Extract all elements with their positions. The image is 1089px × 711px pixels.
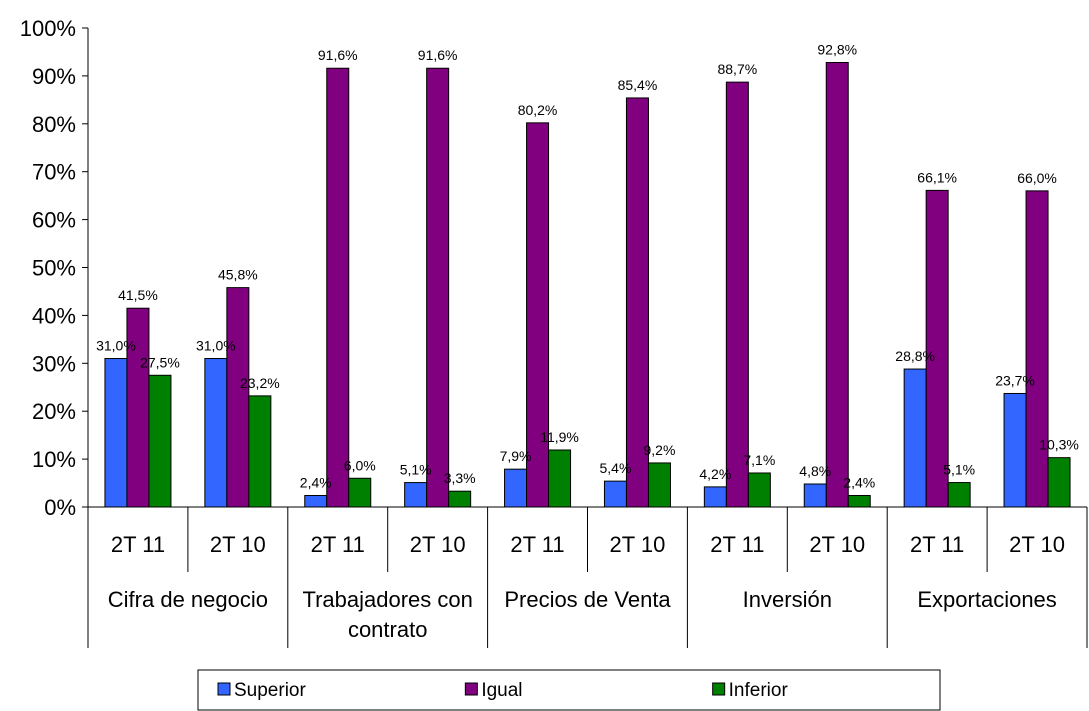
legend: Superior Igual Inferior <box>197 669 941 711</box>
data-label: 10,3% <box>1039 437 1079 453</box>
x-axis: 2T 11 2T 10 2T 11 2T 10 2T 11 2T 10 2T 11 2T 10… <box>87 506 1088 648</box>
bar-igual <box>725 81 749 508</box>
bar-superior <box>603 480 627 508</box>
bars <box>104 61 1071 508</box>
bar-superior <box>304 495 328 508</box>
bar-inferior <box>248 395 272 508</box>
bar-inferior <box>947 482 971 508</box>
x-tick-label: 2T 10 <box>1009 532 1065 557</box>
data-label: 41,5% <box>118 287 158 303</box>
data-label: 4,2% <box>699 466 731 482</box>
data-label: 27,5% <box>140 354 180 370</box>
data-label: 5,1% <box>943 462 975 478</box>
bar-inferior <box>847 495 871 508</box>
y-tick-label: 40% <box>32 303 76 328</box>
y-tick-label: 10% <box>32 447 76 472</box>
y-tick-label: 50% <box>32 256 76 281</box>
bar-igual <box>426 67 450 508</box>
bar-superior <box>104 358 128 508</box>
bar-superior <box>803 483 827 508</box>
x-tick-label: 2T 11 <box>510 532 564 557</box>
bar-inferior <box>348 477 372 508</box>
group-label: Precios de Venta <box>504 587 671 612</box>
bar-superior <box>504 468 528 508</box>
x-tick-label: 2T 10 <box>809 532 865 557</box>
data-label: 23,2% <box>240 375 280 391</box>
bar-igual <box>326 67 350 508</box>
bar-inferior <box>448 490 472 508</box>
group-label: Cifra de negocio <box>108 587 268 612</box>
bar-inferior <box>747 472 771 508</box>
bar-superior <box>703 486 727 508</box>
data-label: 7,1% <box>743 452 775 468</box>
bar-superior <box>204 358 228 508</box>
data-label: 85,4% <box>618 77 658 93</box>
group-label: Trabajadores con contrato <box>302 587 472 642</box>
legend-box <box>197 669 941 711</box>
legend-label-igual: Igual <box>481 680 522 701</box>
bar-superior <box>903 368 927 508</box>
bar-igual <box>1025 190 1049 508</box>
data-label: 66,0% <box>1017 170 1057 186</box>
data-label: 66,1% <box>917 169 957 185</box>
x-tick-label: 2T 11 <box>111 532 165 557</box>
bar-inferior <box>1047 457 1071 508</box>
data-label: 11,9% <box>540 429 579 445</box>
y-axis: 0% 10% 20% 30% 40% 50% 60% 70% 80% 90% 100% <box>20 16 89 520</box>
x-tick-label: 2T 10 <box>410 532 466 557</box>
y-tick-label: 20% <box>32 399 76 424</box>
y-tick-label: 60% <box>32 208 76 233</box>
data-label: 88,7% <box>717 61 757 77</box>
bar-inferior <box>148 374 172 508</box>
data-label: 2,4% <box>843 475 875 491</box>
data-label: 92,8% <box>817 41 857 57</box>
x-tick-label: 2T 11 <box>311 532 365 557</box>
y-tick-label: 100% <box>20 16 76 41</box>
data-label: 7,9% <box>500 448 532 464</box>
data-label: 3,3% <box>444 470 476 486</box>
y-tick-label: 30% <box>32 351 76 376</box>
data-label: 31,0% <box>196 338 236 354</box>
data-label: 45,8% <box>218 267 258 283</box>
data-label: 6,0% <box>344 457 376 473</box>
x-tick-label: 2T 11 <box>710 532 764 557</box>
x-tick-label: 2T 10 <box>610 532 666 557</box>
x-tick-label: 2T 11 <box>910 532 964 557</box>
legend-label-superior: Superior <box>234 680 306 701</box>
data-label: 9,2% <box>643 442 675 458</box>
bar-igual <box>226 287 250 508</box>
group-label: Inversión <box>743 587 832 612</box>
y-tick-label: 0% <box>44 495 76 520</box>
legend-label-inferior: Inferior <box>729 680 789 701</box>
data-label: 91,6% <box>418 47 458 63</box>
legend-swatch-superior <box>217 682 231 696</box>
data-label: 80,2% <box>518 102 558 118</box>
legend-swatch-inferior <box>712 682 726 696</box>
data-label: 5,4% <box>599 460 631 476</box>
group-label: Exportaciones <box>917 587 1056 612</box>
y-tick-label: 90% <box>32 64 76 89</box>
data-labels: 31,0% 31,0% 2,4% 5,1% 7,9% 5,4% 4,2% 4,8% 28,8% 2… <box>96 41 1079 490</box>
bar-superior <box>404 482 428 508</box>
x-tick-label: 2T 10 <box>210 532 266 557</box>
y-tick-label: 70% <box>32 160 76 185</box>
data-label: 2,4% <box>300 475 332 491</box>
legend-swatch-igual <box>464 682 478 696</box>
bar-igual <box>825 61 849 508</box>
data-label: 5,1% <box>400 462 432 478</box>
data-label: 23,7% <box>995 372 1035 388</box>
data-label: 28,8% <box>895 348 935 364</box>
data-label: 91,6% <box>318 47 358 63</box>
bar-inferior <box>647 462 671 508</box>
bar-inferior <box>548 449 572 508</box>
y-tick-label: 80% <box>32 112 76 137</box>
bar-superior <box>1003 392 1027 508</box>
data-label: 31,0% <box>96 338 136 354</box>
data-label: 4,8% <box>799 463 831 479</box>
